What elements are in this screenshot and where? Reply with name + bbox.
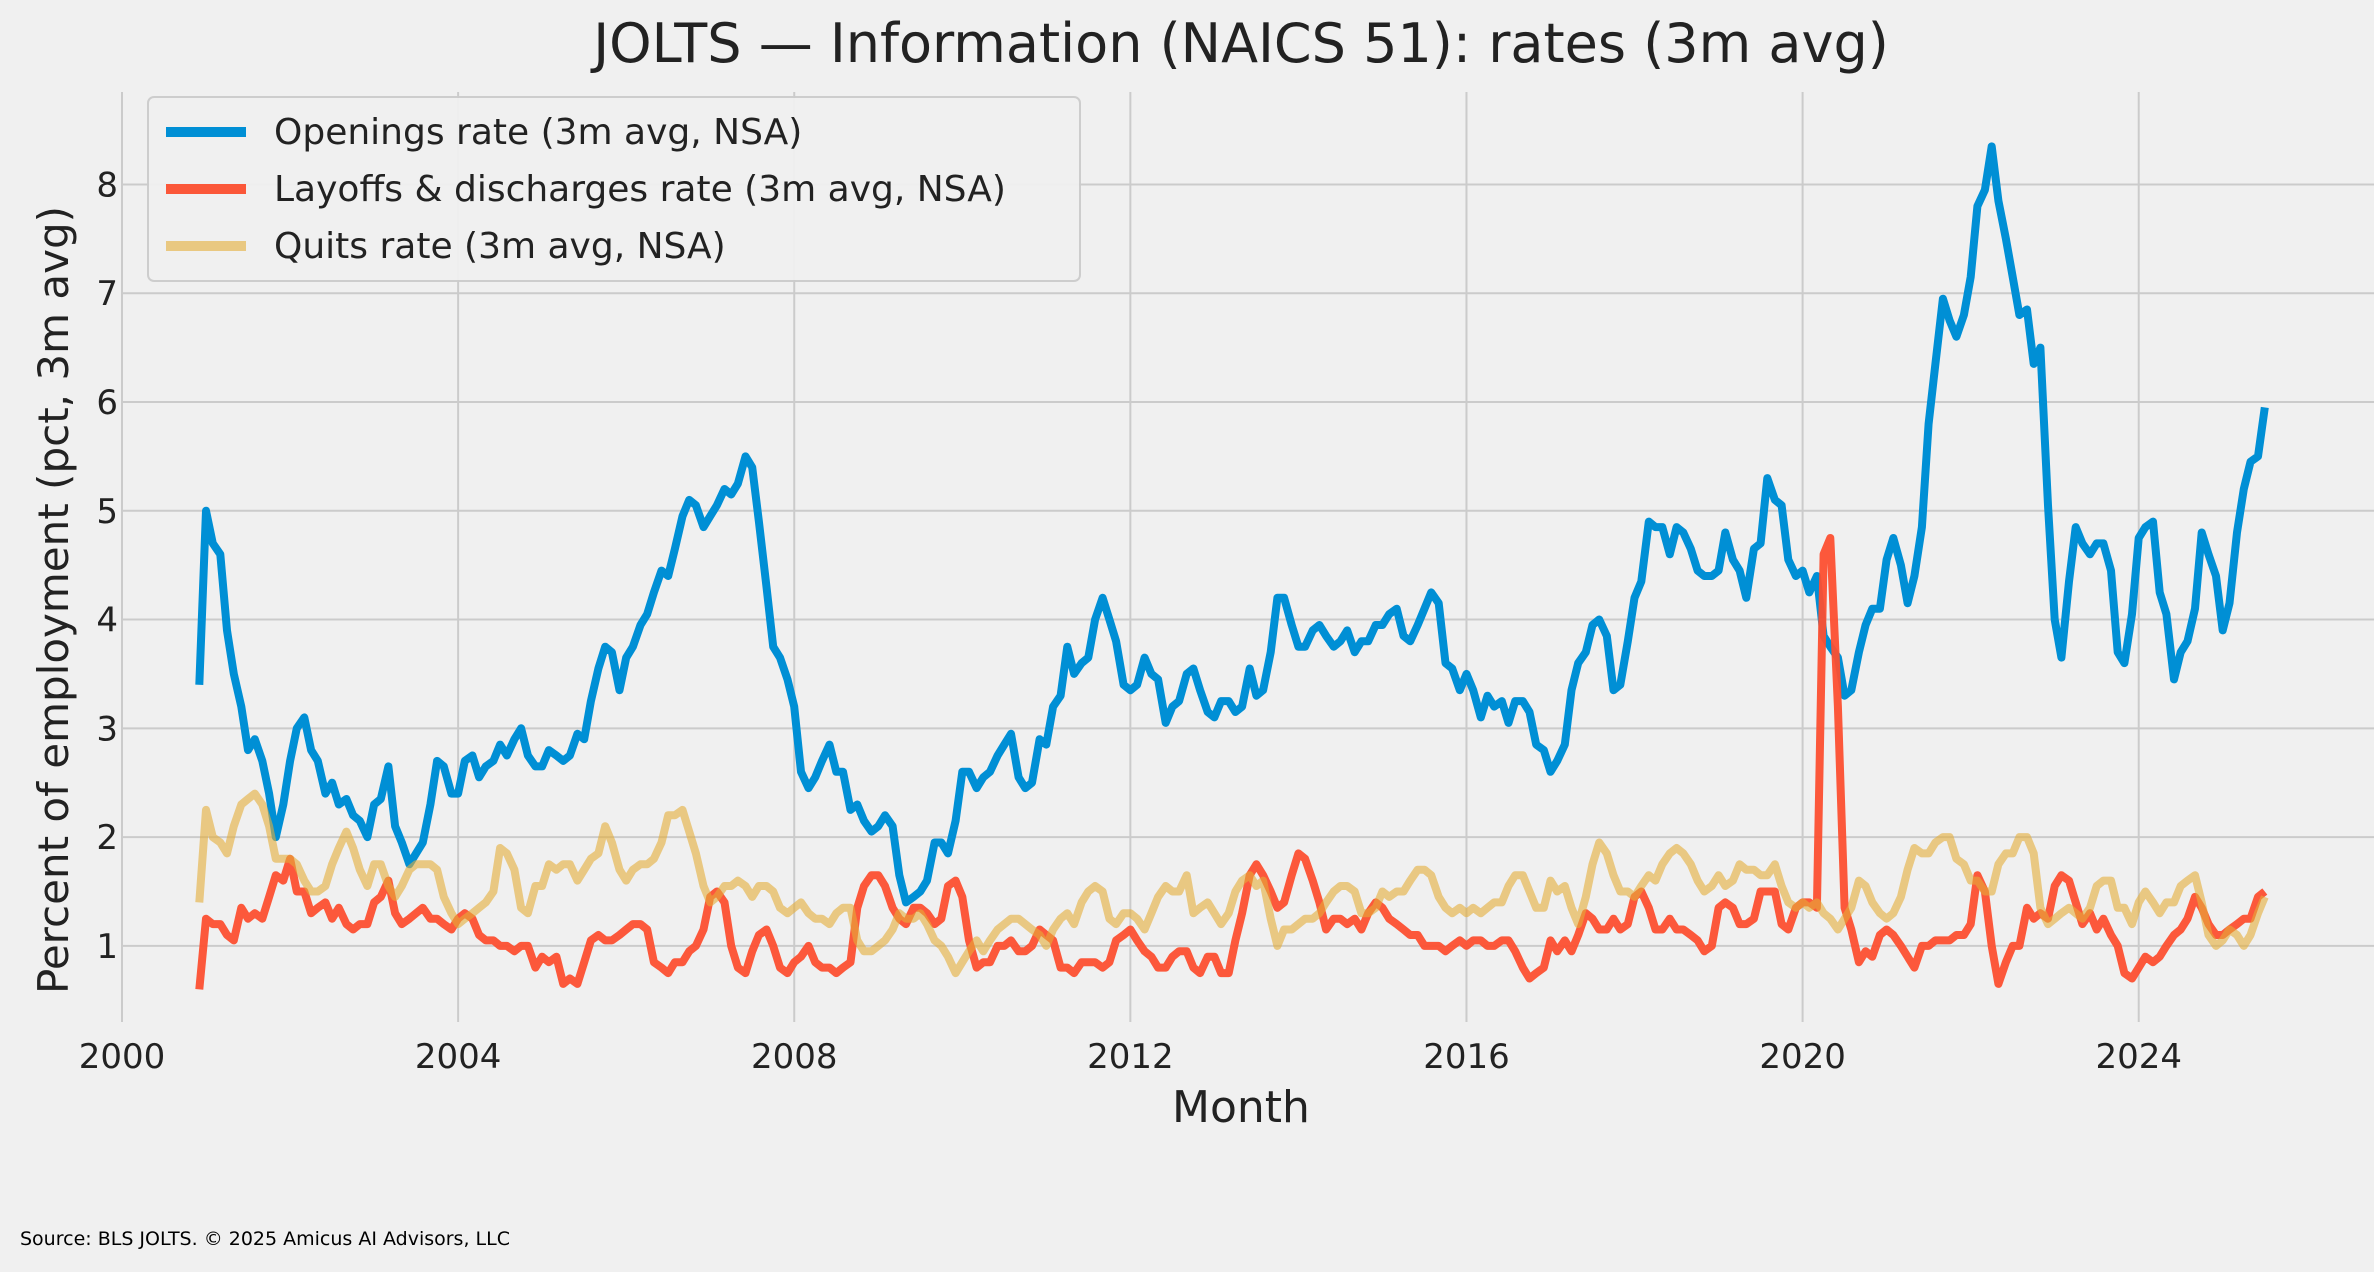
series-lines [195, 142, 2269, 990]
x-tick-label: 2004 [415, 1037, 502, 1077]
y-tick-label: 7 [96, 274, 118, 314]
x-axis-label: Month [1172, 1082, 1310, 1133]
chart-title: JOLTS — Information (NAICS 51): rates (3… [590, 12, 1889, 75]
x-tick-label: 2000 [79, 1037, 166, 1077]
x-tick-label: 2024 [2095, 1037, 2182, 1077]
series-line-2 [195, 534, 2268, 990]
source-note: Source: BLS JOLTS. © 2025 Amicus AI Advi… [20, 1228, 510, 1250]
y-axis-label: Percent of employment (pct, 3m avg) [29, 206, 78, 994]
legend-label: Layoffs & discharges rate (3m avg, NSA) [274, 169, 1006, 210]
y-tick-label: 3 [96, 709, 118, 749]
y-tick-label: 6 [96, 383, 118, 423]
y-tick-label: 4 [96, 601, 118, 641]
grid [121, 92, 2374, 1022]
x-tick-label: 2012 [1087, 1037, 1174, 1077]
x-tick-label: 2008 [751, 1037, 838, 1077]
y-tick-label: 8 [96, 165, 118, 205]
x-tick-labels: 2000 2004 2008 2012 2016 2020 2024 [79, 1037, 2182, 1077]
x-tick-label: 2020 [1759, 1037, 1846, 1077]
y-tick-labels: 1 2 3 4 5 6 7 8 [96, 165, 118, 966]
y-tick-label: 2 [96, 818, 118, 858]
y-tick-label: 5 [96, 492, 118, 532]
series-line-3 [195, 789, 2269, 978]
legend: Openings rate (3m avg, NSA) Layoffs & dis… [147, 96, 1081, 282]
series-line-1 [195, 142, 2269, 907]
x-tick-label: 2016 [1423, 1037, 1510, 1077]
y-tick-label: 1 [96, 927, 118, 967]
legend-label: Quits rate (3m avg, NSA) [274, 226, 726, 267]
legend-label: Openings rate (3m avg, NSA) [274, 112, 802, 153]
